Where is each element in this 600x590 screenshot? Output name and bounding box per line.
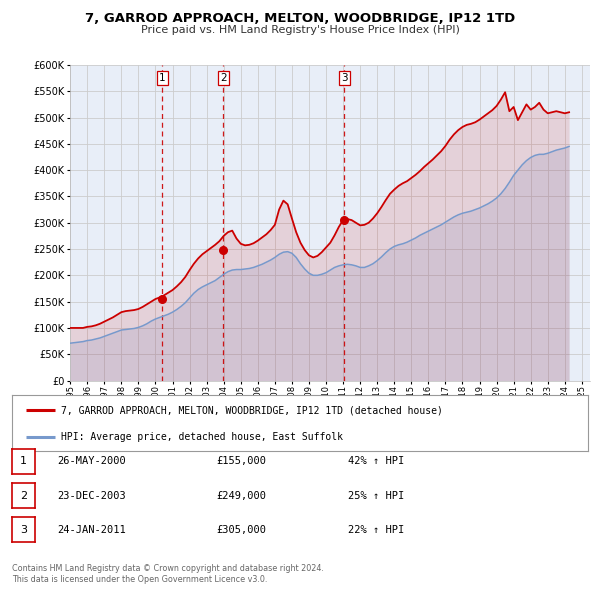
Text: Contains HM Land Registry data © Crown copyright and database right 2024.: Contains HM Land Registry data © Crown c… [12, 565, 324, 573]
Text: 2: 2 [220, 73, 227, 83]
Text: 1: 1 [20, 457, 27, 466]
Text: 24-JAN-2011: 24-JAN-2011 [57, 525, 126, 535]
Text: 2: 2 [20, 491, 27, 500]
Text: 1: 1 [159, 73, 166, 83]
Text: 7, GARROD APPROACH, MELTON, WOODBRIDGE, IP12 1TD (detached house): 7, GARROD APPROACH, MELTON, WOODBRIDGE, … [61, 405, 443, 415]
Text: Price paid vs. HM Land Registry's House Price Index (HPI): Price paid vs. HM Land Registry's House … [140, 25, 460, 35]
Text: 7, GARROD APPROACH, MELTON, WOODBRIDGE, IP12 1TD: 7, GARROD APPROACH, MELTON, WOODBRIDGE, … [85, 12, 515, 25]
Text: This data is licensed under the Open Government Licence v3.0.: This data is licensed under the Open Gov… [12, 575, 268, 584]
Text: 25% ↑ HPI: 25% ↑ HPI [348, 491, 404, 500]
Text: 22% ↑ HPI: 22% ↑ HPI [348, 525, 404, 535]
Text: 3: 3 [341, 73, 347, 83]
Text: £155,000: £155,000 [216, 457, 266, 466]
Text: £249,000: £249,000 [216, 491, 266, 500]
Text: 23-DEC-2003: 23-DEC-2003 [57, 491, 126, 500]
Text: 42% ↑ HPI: 42% ↑ HPI [348, 457, 404, 466]
Text: HPI: Average price, detached house, East Suffolk: HPI: Average price, detached house, East… [61, 432, 343, 442]
Text: £305,000: £305,000 [216, 525, 266, 535]
Text: 26-MAY-2000: 26-MAY-2000 [57, 457, 126, 466]
Text: 3: 3 [20, 525, 27, 535]
